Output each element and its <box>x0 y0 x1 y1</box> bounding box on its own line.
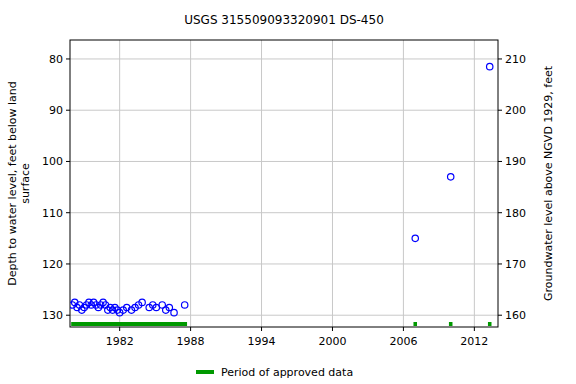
tick-label: 80 <box>49 53 63 66</box>
tick-label: 2012 <box>460 335 488 348</box>
tick-label: 160 <box>505 309 526 322</box>
tick <box>66 212 70 213</box>
tick <box>261 327 262 331</box>
data-point <box>448 174 454 180</box>
data-point <box>181 302 187 308</box>
tick <box>498 110 502 111</box>
legend-swatch <box>196 370 214 374</box>
tick <box>66 110 70 111</box>
tick <box>66 315 70 316</box>
tick <box>332 327 333 331</box>
y-axis-label: Depth to water level, feet below landsur… <box>6 81 32 286</box>
tick-label: 130 <box>42 309 63 322</box>
tick-label: 170 <box>505 258 526 271</box>
legend: Period of approved data <box>196 366 353 379</box>
tick-label: 2006 <box>389 335 417 348</box>
data-group <box>70 63 493 326</box>
grid-line <box>70 263 498 264</box>
tick-label: 100 <box>42 155 63 168</box>
data-point <box>412 235 418 241</box>
tick-label: 200 <box>505 104 526 117</box>
grid-line <box>261 40 262 327</box>
tick <box>498 161 502 162</box>
y-axis-label-line: surface <box>19 163 32 204</box>
grid-line <box>70 212 498 213</box>
tick <box>190 327 191 331</box>
tick <box>498 263 502 264</box>
tick <box>498 212 502 213</box>
tick-label: 1982 <box>106 335 134 348</box>
plot-frame <box>70 40 498 327</box>
data-point <box>487 63 493 69</box>
tick-label: 110 <box>42 207 63 220</box>
tick-label: 180 <box>505 207 526 220</box>
tick <box>403 327 404 331</box>
tick <box>498 315 502 316</box>
tick <box>119 327 120 331</box>
tick <box>66 161 70 162</box>
data-point <box>171 309 177 315</box>
title: USGS 315509093320901 DS-450 <box>184 13 384 27</box>
approved-period <box>488 322 492 326</box>
data-point <box>139 299 145 305</box>
grid-line <box>403 40 404 327</box>
legend-label: Period of approved data <box>221 366 353 379</box>
tick <box>498 58 502 59</box>
grid-line <box>190 40 191 327</box>
tick-label: 90 <box>49 104 63 117</box>
tick-label: 1988 <box>177 335 205 348</box>
tick-label: 120 <box>42 258 63 271</box>
approved-period <box>71 322 187 326</box>
y-axis-label-line: Depth to water level, feet below land <box>6 81 19 286</box>
approved-period <box>449 322 453 326</box>
grid-line <box>70 110 498 111</box>
grid-line <box>70 161 498 162</box>
grid-line <box>474 40 475 327</box>
grid-line <box>70 58 498 59</box>
tick <box>66 263 70 264</box>
y2-axis-label: Groundwater level above NGVD 1929, feet <box>542 65 555 301</box>
tick <box>474 327 475 331</box>
approved-period <box>413 322 417 326</box>
tick-label: 210 <box>505 53 526 66</box>
chart: USGS 315509093320901 DS-450 1982 1988 1994 2… <box>0 0 576 384</box>
tick-label: 190 <box>505 155 526 168</box>
grid-line <box>70 315 498 316</box>
tick-label: 1994 <box>248 335 276 348</box>
tick <box>66 58 70 59</box>
grid-line <box>332 40 333 327</box>
tick-label: 2000 <box>318 335 346 348</box>
data-point <box>166 304 172 310</box>
grid-line <box>119 40 120 327</box>
